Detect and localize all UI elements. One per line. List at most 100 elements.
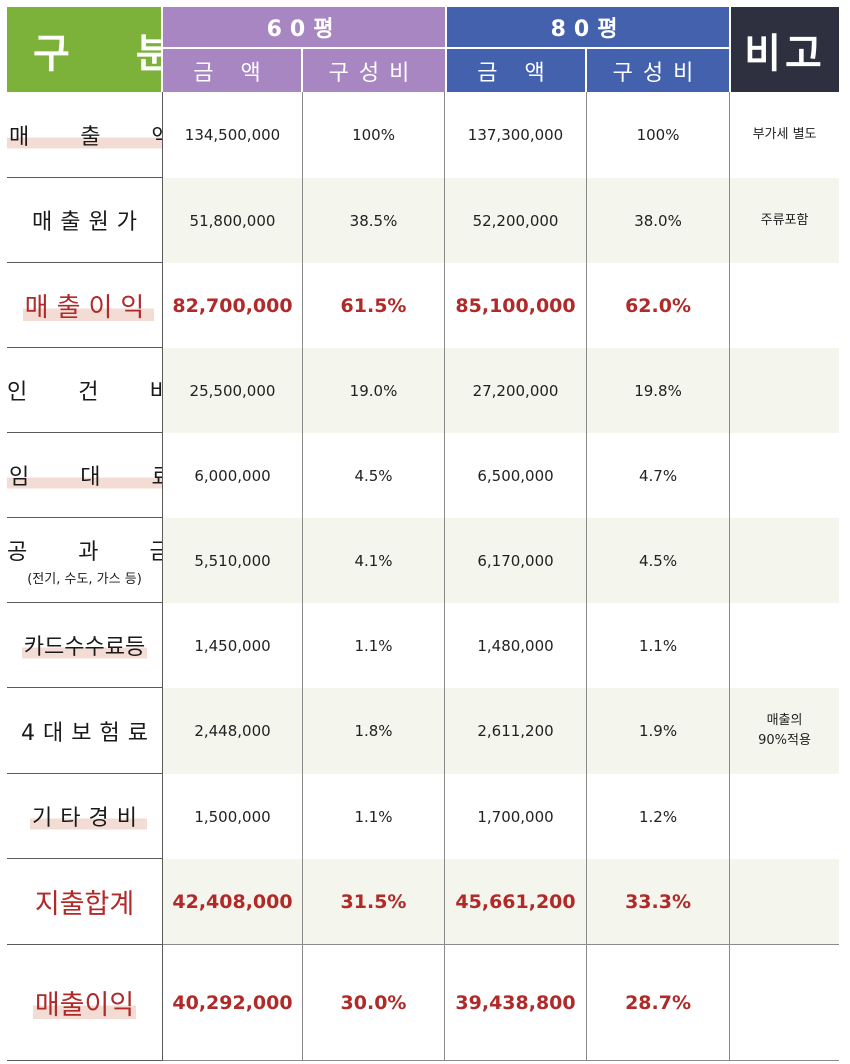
- label-text: 기타경비: [30, 800, 147, 832]
- cell-60-ratio: 1.1%: [303, 774, 446, 859]
- row-labor: 인 건 비 25,500,000 19.0% 27,200,000 19.8%: [7, 348, 840, 433]
- cell-80-amount: 2,611,200: [445, 688, 588, 774]
- cell-60-ratio: 61.5%: [303, 263, 446, 348]
- cell-80-ratio: 4.5%: [587, 518, 730, 603]
- cell-remark: [729, 348, 840, 433]
- cell-remark: 부가세 별도: [729, 92, 840, 178]
- cell-60-amount: 2,448,000: [163, 688, 303, 774]
- cell-60-amount: 1,450,000: [163, 603, 303, 688]
- label-text: 매출이익: [22, 286, 155, 324]
- row-other-expenses: 기타경비 1,500,000 1.1% 1,700,000 1.2%: [7, 774, 840, 859]
- label-text: 임 대 료: [7, 459, 162, 491]
- cell-80-amount: 137,300,000: [445, 92, 588, 178]
- row-insurance: 4대보험료 2,448,000 1.8% 2,611,200 1.9% 매출의 …: [7, 688, 840, 774]
- header-80-amount: 금 액: [445, 47, 588, 92]
- cell-80-amount: 6,170,000: [445, 518, 588, 603]
- row-gross-profit: 매출이익 82,700,000 61.5% 85,100,000 62.0%: [7, 263, 840, 348]
- label-text: 지출합계: [34, 889, 135, 920]
- cell-80-ratio: 38.0%: [587, 178, 730, 263]
- row-label: 인 건 비: [7, 348, 163, 433]
- cell-remark: 주류포함: [729, 178, 840, 263]
- cell-80-amount: 85,100,000: [445, 263, 588, 348]
- header-row-sub: 금 액 구성비 금 액 구성비: [7, 47, 839, 92]
- row-label: 매출이익: [7, 945, 163, 1061]
- cell-80-amount: 52,200,000: [445, 178, 588, 263]
- header-60-ratio: 구성비: [303, 47, 446, 92]
- cell-80-ratio: 19.8%: [587, 348, 730, 433]
- cell-80-ratio: 1.1%: [587, 603, 730, 688]
- label-text: 카드수수료등: [21, 629, 148, 661]
- row-label: 공 과 금 (전기, 수도, 가스 등): [7, 518, 163, 603]
- cell-remark: [729, 433, 840, 518]
- row-label: 지출합계: [7, 859, 163, 945]
- row-cost-of-sales: 매출원가 51,800,000 38.5% 52,200,000 38.0% 주…: [7, 178, 840, 263]
- cell-80-ratio: 1.2%: [587, 774, 730, 859]
- label-text: 매출이익: [32, 983, 137, 1022]
- cost-table: 구 분 60평 80평 비고 금 액 구성비 금 액 구성비 매 출 액 134…: [7, 7, 840, 1061]
- header-row-groups: 구 분 60평 80평 비고: [7, 7, 840, 92]
- cell-60-ratio: 1.8%: [303, 688, 446, 774]
- cell-60-amount: 40,292,000: [163, 945, 303, 1061]
- row-rent: 임 대 료 6,000,000 4.5% 6,500,000 4.7%: [7, 433, 840, 518]
- label-text: 공 과 금: [7, 539, 162, 565]
- row-sales: 매 출 액 134,500,000 100% 137,300,000 100% …: [7, 92, 840, 178]
- cell-80-amount: 27,200,000: [445, 348, 588, 433]
- row-net-profit: 매출이익 40,292,000 30.0% 39,438,800 28.7%: [7, 945, 840, 1061]
- header-category: 구 분: [7, 7, 163, 92]
- cell-60-amount: 134,500,000: [163, 92, 303, 178]
- cell-60-ratio: 4.1%: [303, 518, 446, 603]
- cell-80-amount: 6,500,000: [445, 433, 588, 518]
- cell-80-amount: 1,700,000: [445, 774, 588, 859]
- cell-60-amount: 5,510,000: [163, 518, 303, 603]
- remark-line-1: 매출의: [766, 713, 803, 728]
- row-label: 기타경비: [7, 774, 163, 859]
- cell-60-ratio: 38.5%: [303, 178, 446, 263]
- cell-60-ratio: 100%: [303, 92, 446, 178]
- cell-remark: [729, 263, 840, 348]
- cell-80-ratio: 62.0%: [587, 263, 730, 348]
- cell-80-ratio: 33.3%: [587, 859, 730, 945]
- row-label: 카드수수료등: [7, 603, 163, 688]
- row-label: 매출이익: [7, 263, 163, 348]
- cell-60-ratio: 1.1%: [303, 603, 446, 688]
- cell-60-amount: 82,700,000: [163, 263, 303, 348]
- label-text: 매 출 액: [7, 118, 162, 151]
- cell-80-ratio: 1.9%: [587, 688, 730, 774]
- cell-80-ratio: 4.7%: [587, 433, 730, 518]
- cell-60-ratio: 31.5%: [303, 859, 446, 945]
- header-group-80: 80평: [445, 7, 730, 47]
- cell-remark: [729, 518, 840, 603]
- cell-80-amount: 1,480,000: [445, 603, 588, 688]
- cell-60-amount: 51,800,000: [163, 178, 303, 263]
- cell-remark: [729, 603, 840, 688]
- row-label: 매 출 액: [7, 92, 163, 178]
- header-remarks: 비고: [729, 7, 840, 92]
- cell-60-amount: 42,408,000: [163, 859, 303, 945]
- cell-80-ratio: 100%: [587, 92, 730, 178]
- cell-80-amount: 39,438,800: [445, 945, 588, 1061]
- header-group-60: 60평: [163, 7, 446, 47]
- remark-line-2: 90%적용: [758, 733, 811, 748]
- row-label: 4대보험료: [7, 688, 163, 774]
- label-text: 4대보험료: [21, 720, 156, 746]
- row-label: 임 대 료: [7, 433, 163, 518]
- label-text: 매출원가: [32, 210, 145, 235]
- row-card-fees: 카드수수료등 1,450,000 1.1% 1,480,000 1.1%: [7, 603, 840, 688]
- row-utilities: 공 과 금 (전기, 수도, 가스 등) 5,510,000 4.1% 6,17…: [7, 518, 840, 603]
- cell-60-amount: 6,000,000: [163, 433, 303, 518]
- cell-remark: [729, 945, 840, 1061]
- cell-60-amount: 1,500,000: [163, 774, 303, 859]
- cell-60-ratio: 30.0%: [303, 945, 446, 1061]
- label-subtext: (전기, 수도, 가스 등): [27, 571, 142, 587]
- cell-remark: [729, 859, 840, 945]
- cell-60-ratio: 19.0%: [303, 348, 446, 433]
- cell-remark: 매출의 90%적용: [729, 688, 840, 774]
- cell-60-amount: 25,500,000: [163, 348, 303, 433]
- cell-80-amount: 45,661,200: [445, 859, 588, 945]
- header-80-ratio: 구성비: [587, 47, 730, 92]
- cell-80-ratio: 28.7%: [587, 945, 730, 1061]
- header-60-amount: 금 액: [163, 47, 303, 92]
- cell-remark: [729, 774, 840, 859]
- row-label: 매출원가: [7, 178, 163, 263]
